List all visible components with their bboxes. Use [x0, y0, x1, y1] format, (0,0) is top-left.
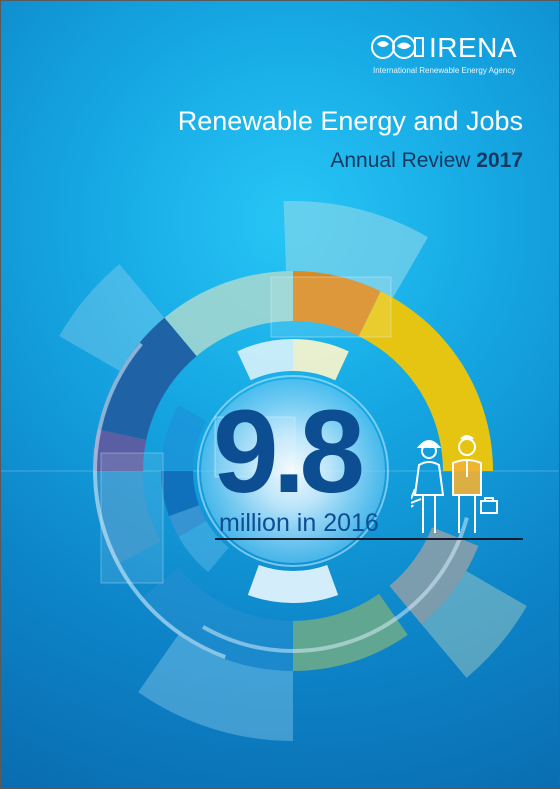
- ring-segment-yellow: [358, 291, 493, 471]
- workers-illustration: [411, 435, 498, 533]
- report-subtitle: Annual Review 2017: [330, 149, 523, 173]
- wrench-icon: [411, 498, 422, 508]
- inner-segment-faint: [168, 505, 229, 573]
- jobs-figure-caption: million in 2016: [219, 509, 379, 537]
- ring-segment-orange: [293, 271, 381, 337]
- irena-logo: IRENA International Renewable Energy Age…: [371, 32, 531, 75]
- subtitle-year: 2017: [476, 149, 523, 172]
- ring-segment-dark-blue: [97, 317, 197, 440]
- ring-bottom-right-panel: [421, 571, 527, 678]
- female-worker-icon: [411, 440, 445, 533]
- ring-segment-purple: [93, 429, 147, 471]
- logo-wordmark: IRENA: [429, 32, 518, 63]
- jobs-figure-value: 9.8: [213, 386, 365, 518]
- ring-left-panel: [59, 264, 165, 371]
- ring-segment-light-green: [164, 271, 293, 357]
- inner-segment-white-top: [237, 339, 293, 381]
- inner-segment-light-blue: [161, 405, 207, 471]
- inner-segment-white-bottom: [247, 564, 339, 603]
- ring-segment-green: [293, 593, 408, 671]
- logo-tagline: International Renewable Energy Agency: [373, 66, 516, 75]
- ring-top-panel: [283, 201, 428, 298]
- world-leaf-logo-icon: [371, 35, 424, 59]
- ring-bottom-panel: [138, 634, 293, 741]
- ring-thin-arc-bottom: [202, 517, 469, 653]
- report-title: Renewable Energy and Jobs: [177, 106, 523, 136]
- figure-underline: [215, 538, 523, 540]
- subtitle-prefix: Annual Review: [330, 149, 477, 172]
- inner-glow-disc: [201, 379, 385, 563]
- ring-thin-arc-left: [92, 342, 226, 659]
- male-worker-icon: [452, 435, 482, 533]
- briefcase-icon: [480, 497, 498, 514]
- inner-segment-cream: [293, 339, 349, 381]
